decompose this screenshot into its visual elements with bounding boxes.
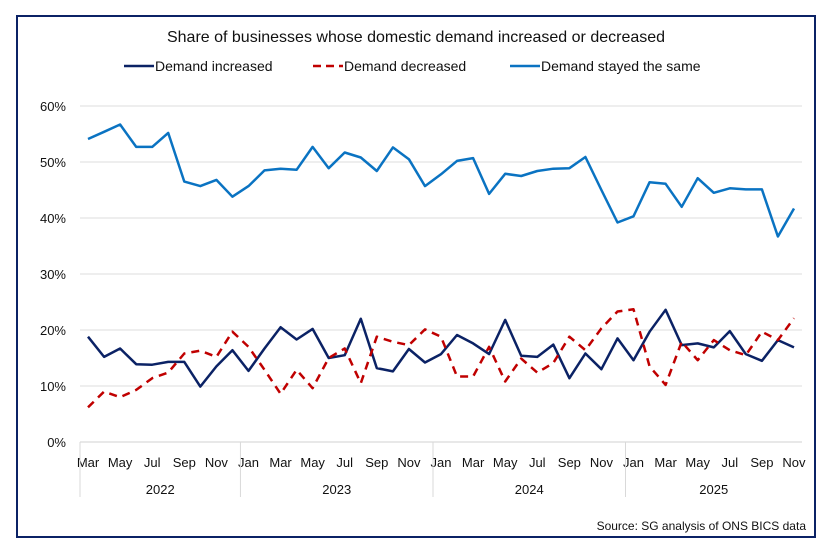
legend-item: Demand decreased xyxy=(313,58,466,74)
legend-label: Demand stayed the same xyxy=(541,58,701,74)
chart-frame xyxy=(16,15,816,538)
x-tick-label: Sep xyxy=(365,455,388,470)
x-tick-label: May xyxy=(685,455,710,470)
x-tick-label: Sep xyxy=(750,455,773,470)
y-tick-label: 30% xyxy=(40,267,66,282)
x-tick-label: Jan xyxy=(623,455,644,470)
x-tick-label: Jul xyxy=(721,455,738,470)
legend-label: Demand increased xyxy=(155,58,273,74)
x-tick-label: Jan xyxy=(238,455,259,470)
x-tick-label: Mar xyxy=(462,455,485,470)
y-tick-label: 60% xyxy=(40,99,66,114)
series-line-demand-increased xyxy=(87,308,795,388)
x-axis: Mar May Jul Sep Nov Jan Mar May Jul Sep Nov Jan Mar M… xyxy=(77,442,806,497)
x-tick-label: Jul xyxy=(144,455,161,470)
legend: Demand increased Demand decreased Demand s… xyxy=(124,58,701,74)
x-tick-label: May xyxy=(300,455,325,470)
x-tick-label: Mar xyxy=(654,455,677,470)
x-tick-label: Jul xyxy=(336,455,353,470)
source-note: Source: SG analysis of ONS BICS data xyxy=(597,519,807,533)
x-tick-label: Nov xyxy=(782,455,806,470)
x-tick-label: Jul xyxy=(529,455,546,470)
y-tick-label: 40% xyxy=(40,211,66,226)
x-tick-label: Jan xyxy=(431,455,452,470)
x-tick-label: May xyxy=(493,455,518,470)
series-line-demand-decreased xyxy=(87,308,796,409)
gridlines xyxy=(80,105,802,443)
legend-item: Demand stayed the same xyxy=(510,58,701,74)
y-tick-label: 50% xyxy=(40,155,66,170)
x-tick-label: Nov xyxy=(397,455,421,470)
x-tick-label: Nov xyxy=(590,455,614,470)
y-tick-label: 10% xyxy=(40,379,66,394)
x-tick-label: Sep xyxy=(558,455,581,470)
year-label: 2024 xyxy=(515,482,544,497)
x-tick-label: Mar xyxy=(269,455,292,470)
x-tick-label: May xyxy=(108,455,133,470)
x-tick-label: Mar xyxy=(77,455,100,470)
y-axis: 0% 10% 20% 30% 40% 50% 60% xyxy=(40,99,66,450)
chart-title: Share of businesses whose domestic deman… xyxy=(167,29,665,46)
y-tick-label: 0% xyxy=(47,435,66,450)
legend-item: Demand increased xyxy=(124,58,273,74)
year-label: 2023 xyxy=(322,482,351,497)
x-tick-label: Sep xyxy=(173,455,196,470)
year-label: 2022 xyxy=(146,482,175,497)
legend-label: Demand decreased xyxy=(344,58,466,74)
y-tick-label: 20% xyxy=(40,323,66,338)
year-label: 2025 xyxy=(699,482,728,497)
x-tick-label: Nov xyxy=(205,455,229,470)
series-line-demand-stayed-the-same xyxy=(87,123,796,238)
series-lines xyxy=(87,123,796,409)
